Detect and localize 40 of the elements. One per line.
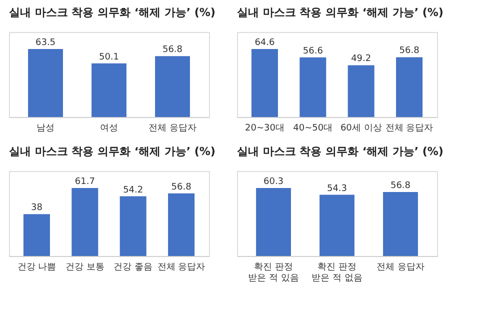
data-label: 56.8 [390, 180, 411, 191]
data-label: 56.8 [399, 46, 420, 56]
data-label: 64.6 [254, 38, 275, 48]
x-tick-label: 40~50대 [293, 124, 333, 134]
x-tick-label: 전체 응답자 [157, 262, 206, 272]
data-label: 54.3 [326, 184, 348, 194]
data-label: 56.6 [302, 46, 324, 56]
data-label: 49.2 [351, 54, 372, 64]
data-label: 38 [30, 203, 43, 214]
x-tick-label: 남성 [36, 124, 55, 134]
data-label: 54.2 [123, 185, 144, 196]
chart-title: 실내 마스크 착용 의무화 ‘해제 가능’ (%) [9, 145, 216, 158]
chart-title: 실내 마스크 착용 의무화 ‘해제 가능’ (%) [9, 6, 216, 19]
x-tick-label: 여성 [100, 124, 118, 134]
bar [251, 49, 278, 117]
chart-title: 실내 마스크 착용 의무화 ‘해제 가능’ (%) [237, 145, 444, 158]
bar [168, 193, 195, 256]
x-tick-label: 건강 좋음 [114, 262, 153, 272]
bar [348, 65, 374, 117]
data-label: 63.5 [35, 38, 56, 48]
x-tick-label: 확진 판정 받은 적 없음 [312, 262, 362, 284]
data-label: 56.8 [171, 182, 192, 192]
x-tick-label: 건강 보통 [65, 262, 104, 272]
data-label: 60.3 [263, 177, 284, 187]
x-tick-label: 전체 응답자 [148, 124, 196, 134]
x-tick-label: 60세 이상 [340, 124, 382, 134]
x-tick-label: 20~30대 [244, 124, 284, 134]
x-tick-label: 확진 판정 받은 적 있음 [248, 262, 299, 284]
bar [23, 214, 50, 256]
x-tick-label: 전체 응답자 [385, 124, 434, 134]
bar [120, 196, 146, 256]
bar [300, 57, 326, 117]
x-tick-label: 전체 응답자 [376, 262, 424, 272]
data-label: 61.7 [74, 177, 95, 187]
bar [72, 188, 98, 256]
data-label: 50.1 [98, 52, 120, 62]
data-label: 56.8 [162, 45, 183, 56]
x-tick-label: 건강 나쁨 [17, 262, 56, 272]
chart-title: 실내 마스크 착용 의무화 ‘해제 가능’ (%) [237, 6, 444, 19]
bar [396, 57, 423, 117]
